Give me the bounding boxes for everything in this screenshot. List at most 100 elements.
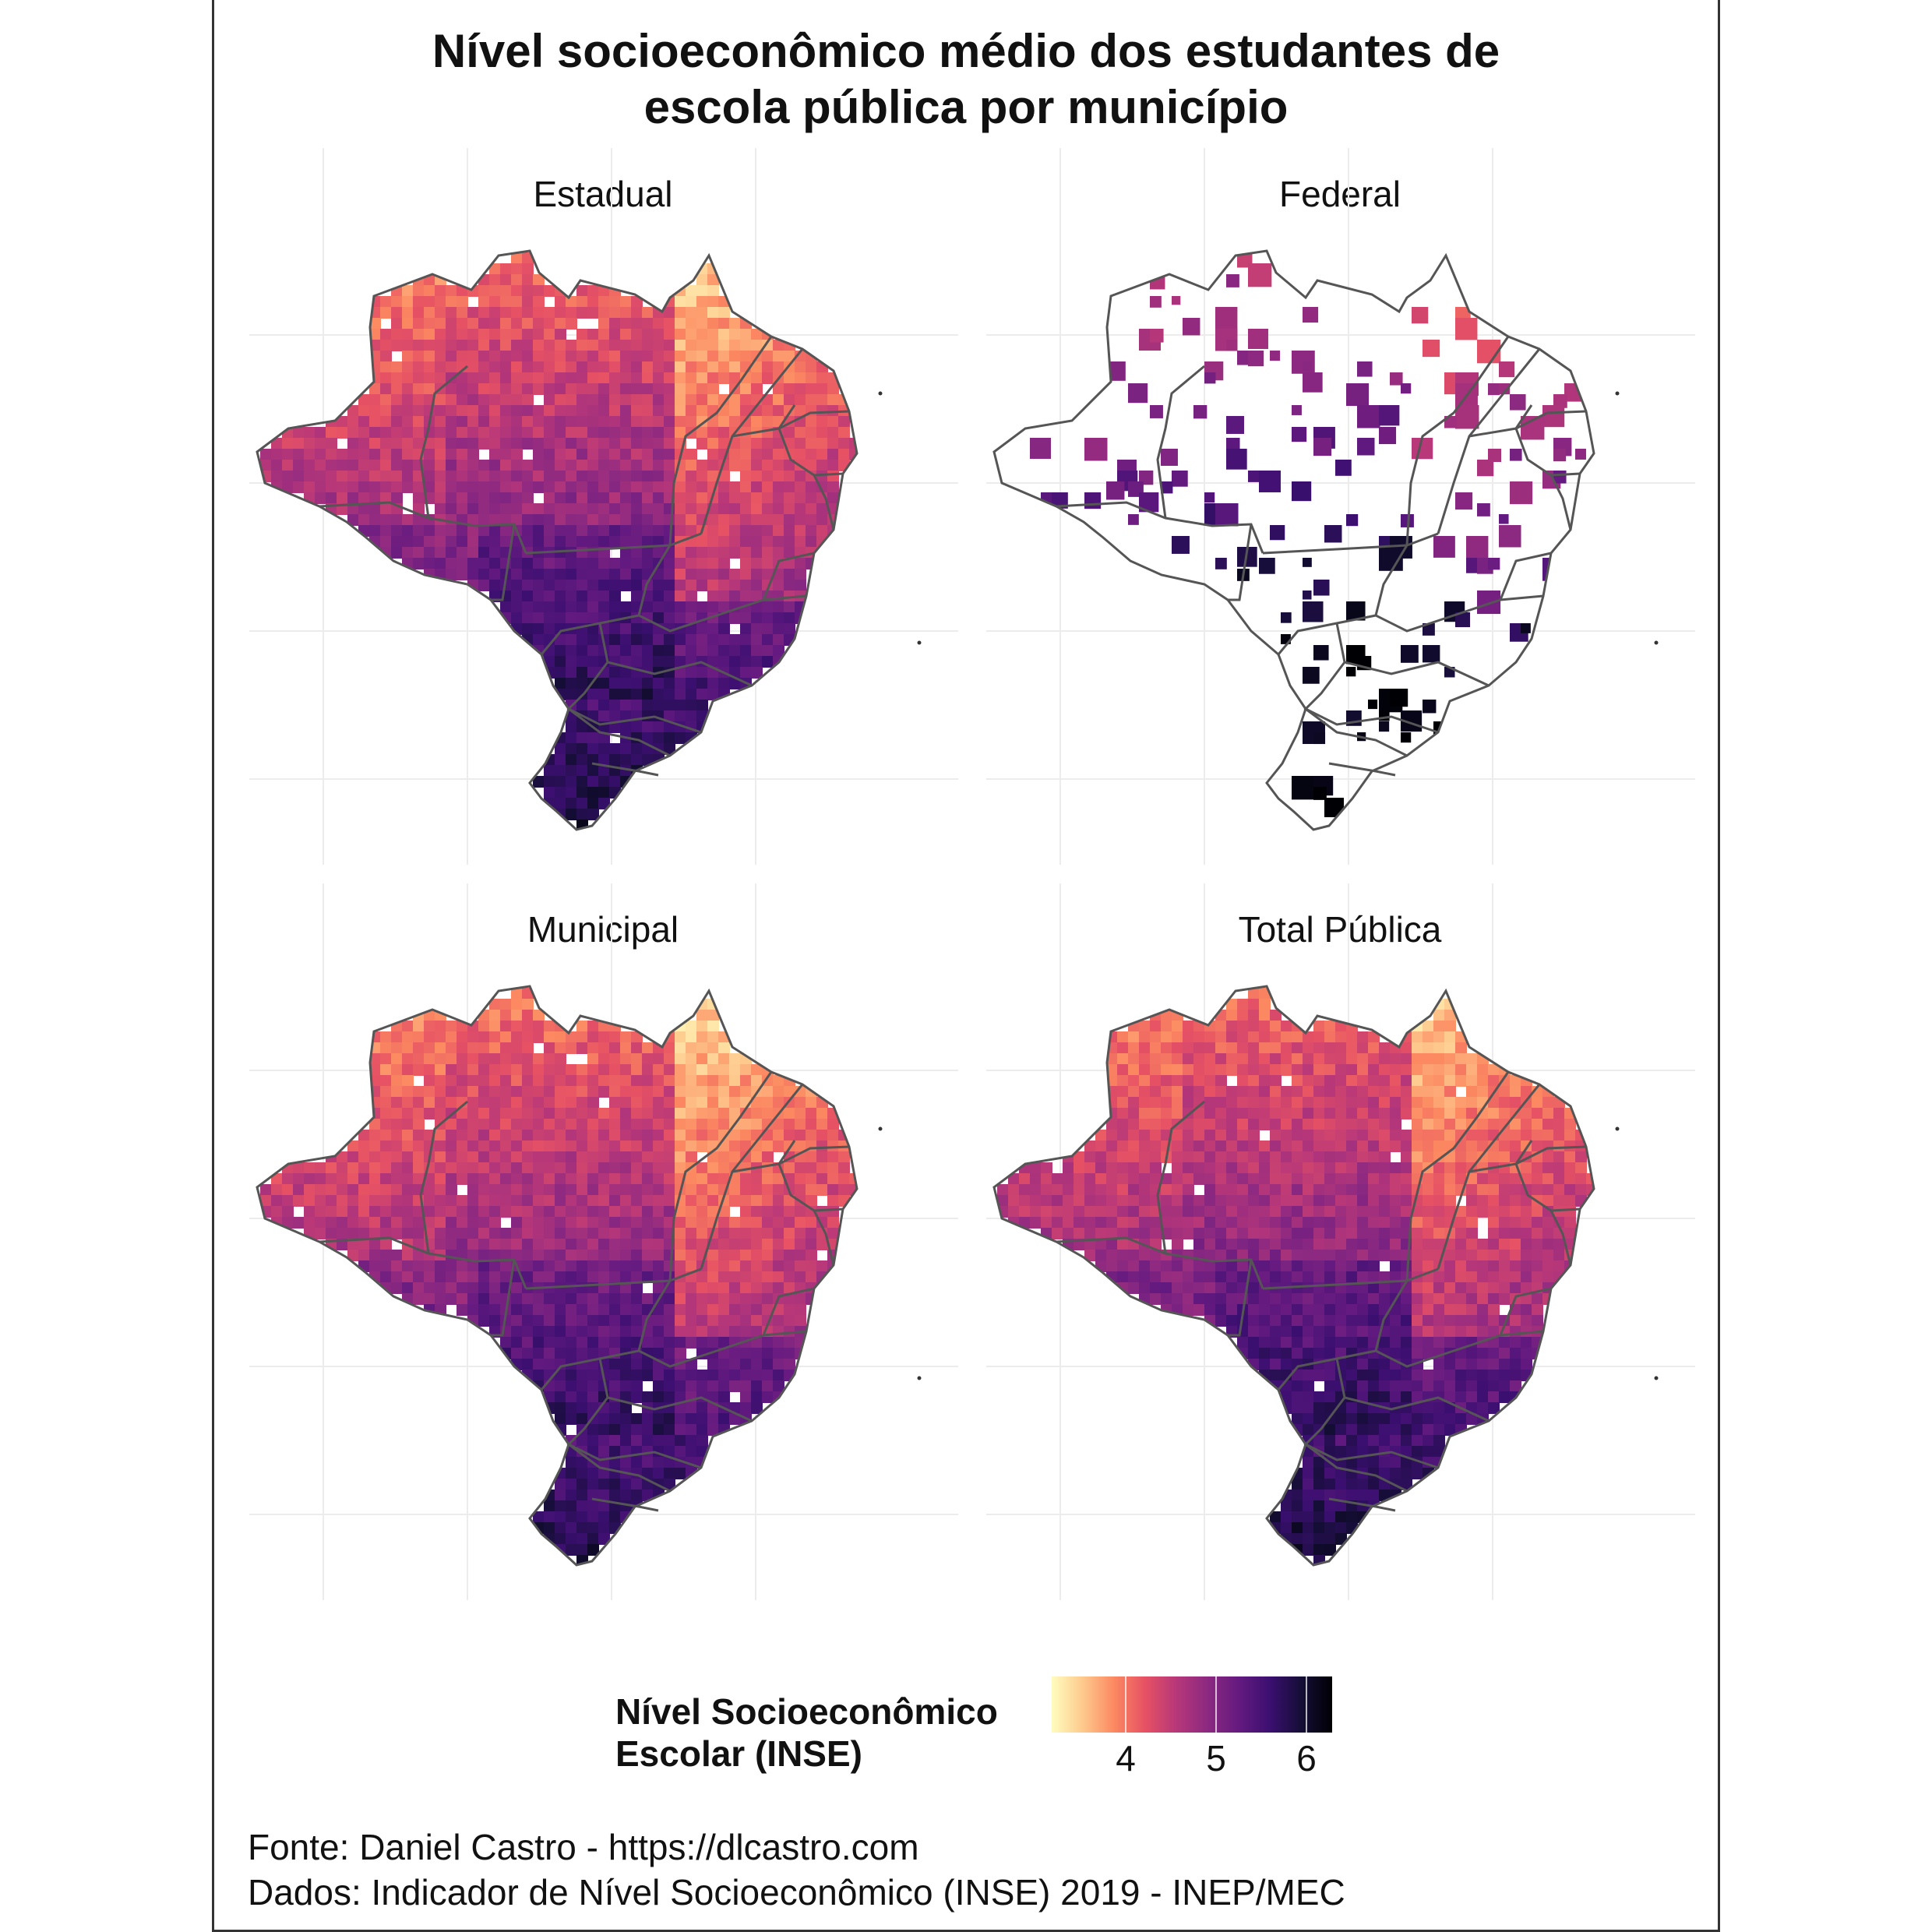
municipality <box>664 1184 675 1196</box>
municipality <box>511 263 523 275</box>
municipality <box>1292 1380 1303 1392</box>
municipality <box>391 1119 403 1130</box>
municipality <box>533 612 545 624</box>
municipality <box>1313 1533 1325 1545</box>
state-border <box>1156 1100 1205 1254</box>
municipality <box>1303 1490 1314 1501</box>
municipality <box>1128 1031 1140 1043</box>
municipality <box>380 416 392 428</box>
state-border <box>491 1259 516 1337</box>
municipality <box>1161 1293 1172 1305</box>
municipality <box>555 1184 566 1196</box>
municipality <box>358 1195 370 1207</box>
municipality <box>467 427 479 439</box>
municipality <box>467 569 479 580</box>
municipality <box>729 1184 741 1196</box>
municipality <box>489 1162 501 1174</box>
municipality <box>806 427 817 439</box>
municipality <box>762 612 774 624</box>
municipality <box>1412 1206 1423 1218</box>
municipality <box>642 1053 654 1065</box>
municipality <box>1423 1370 1434 1381</box>
municipality <box>326 1173 337 1185</box>
municipality <box>391 1228 403 1239</box>
municipality <box>1117 1042 1129 1054</box>
municipality <box>707 1260 719 1272</box>
municipality <box>1335 1424 1347 1436</box>
municipality <box>500 351 512 362</box>
state-border <box>319 501 527 554</box>
municipality <box>555 1042 566 1054</box>
municipality <box>446 438 457 450</box>
municipality <box>675 1119 686 1130</box>
municipality <box>587 351 599 362</box>
municipality <box>1412 1162 1423 1174</box>
municipality <box>664 1260 675 1272</box>
municipality <box>686 1370 697 1381</box>
municipality <box>664 591 675 602</box>
municipality <box>686 492 697 504</box>
municipality <box>806 460 817 471</box>
municipality <box>729 536 741 548</box>
municipality <box>555 1348 566 1359</box>
municipality <box>740 1402 752 1414</box>
municipality <box>500 274 512 286</box>
municipality <box>380 460 392 471</box>
municipality <box>675 1228 686 1239</box>
municipality <box>435 503 446 515</box>
municipality <box>489 274 501 286</box>
municipality <box>1532 1162 1543 1174</box>
municipality <box>533 383 545 395</box>
municipality <box>1423 623 1435 636</box>
municipality <box>1499 361 1515 378</box>
municipality <box>620 1053 632 1065</box>
map-panel-estadual <box>234 148 966 869</box>
municipality <box>380 296 392 308</box>
municipality <box>576 1293 588 1305</box>
municipality <box>1303 1042 1314 1054</box>
municipality <box>391 1206 403 1218</box>
municipality <box>642 678 654 689</box>
municipality <box>1433 1021 1445 1032</box>
municipality <box>424 361 435 373</box>
municipality <box>1270 1511 1282 1523</box>
state-border <box>777 1163 844 1212</box>
municipality <box>762 1097 774 1109</box>
municipality <box>1313 580 1330 596</box>
municipality <box>1423 1304 1434 1316</box>
municipality <box>533 1271 545 1283</box>
municipality <box>1455 1064 1467 1076</box>
municipality <box>631 1435 643 1447</box>
municipality <box>489 296 501 308</box>
municipality <box>1455 1359 1467 1370</box>
municipality <box>1379 1141 1391 1152</box>
municipality <box>1292 1260 1303 1272</box>
municipality <box>1455 1250 1467 1261</box>
municipality <box>686 1282 697 1294</box>
municipality <box>566 503 577 515</box>
municipality <box>1423 1053 1434 1065</box>
municipality <box>1248 1239 1260 1250</box>
municipality <box>489 525 501 537</box>
municipality <box>489 558 501 569</box>
municipality <box>1433 1206 1445 1218</box>
municipality <box>1346 667 1356 677</box>
municipality <box>304 438 316 450</box>
municipality <box>1183 1228 1194 1239</box>
municipality <box>696 1217 708 1229</box>
municipality <box>1303 558 1312 567</box>
municipality <box>653 1370 665 1381</box>
municipality <box>686 1097 697 1109</box>
municipality <box>1401 383 1412 394</box>
municipality <box>1390 1348 1401 1359</box>
municipality <box>435 416 446 428</box>
municipality <box>315 1195 326 1207</box>
municipality <box>740 1217 752 1229</box>
facet-label-total-publica: Total Pública <box>1238 909 1442 950</box>
municipality <box>762 1293 774 1305</box>
municipality <box>1412 1315 1423 1327</box>
municipality <box>533 460 545 471</box>
municipality <box>544 1337 555 1349</box>
municipality <box>686 1119 697 1130</box>
municipality <box>347 1228 359 1239</box>
